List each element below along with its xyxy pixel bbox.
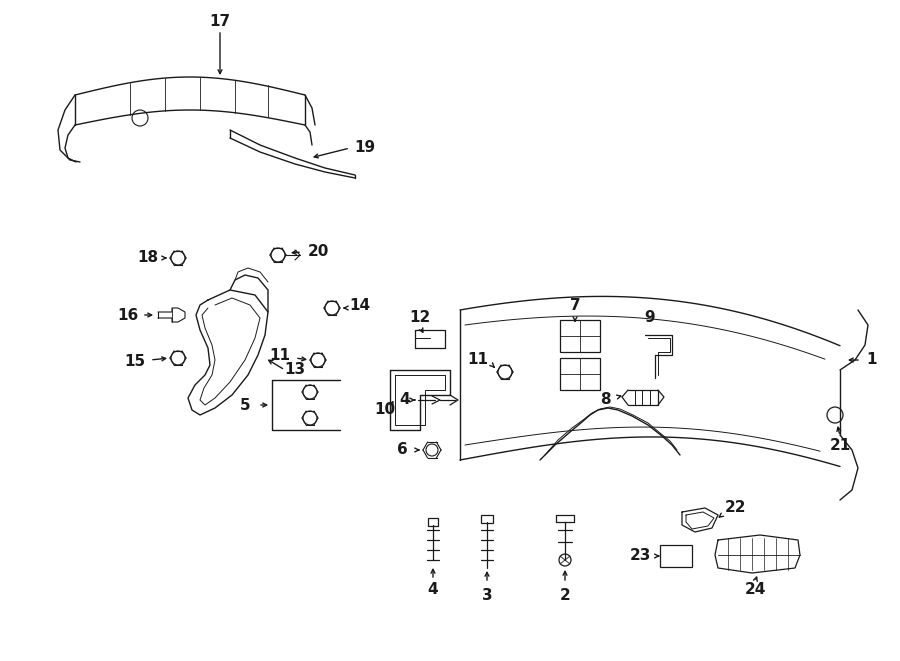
Text: 2: 2: [560, 588, 571, 602]
Text: 13: 13: [284, 362, 306, 377]
Text: 11: 11: [269, 348, 291, 362]
Text: 20: 20: [307, 245, 328, 260]
Text: 10: 10: [374, 403, 396, 418]
Text: 4: 4: [400, 393, 410, 407]
Text: 11: 11: [467, 352, 489, 368]
Bar: [560, 320, 600, 352]
Text: 21: 21: [830, 438, 850, 453]
Text: 7: 7: [570, 297, 580, 313]
Text: 15: 15: [124, 354, 146, 369]
Text: 17: 17: [210, 15, 230, 30]
Text: 9: 9: [644, 311, 655, 325]
Bar: [560, 358, 600, 390]
Text: 12: 12: [410, 311, 430, 325]
Text: 4: 4: [428, 582, 438, 598]
Text: 14: 14: [349, 297, 371, 313]
Text: 1: 1: [867, 352, 877, 368]
Text: 5: 5: [239, 397, 250, 412]
Text: 8: 8: [599, 393, 610, 407]
Bar: [660, 545, 692, 567]
Text: 18: 18: [138, 251, 158, 266]
Text: 24: 24: [744, 582, 766, 598]
Bar: [428, 518, 438, 526]
Text: 23: 23: [629, 549, 651, 563]
Bar: [481, 515, 493, 523]
Text: 3: 3: [482, 588, 492, 602]
Text: 6: 6: [397, 442, 408, 457]
Text: 19: 19: [355, 141, 375, 155]
Text: 22: 22: [724, 500, 746, 516]
Text: 16: 16: [117, 307, 139, 323]
